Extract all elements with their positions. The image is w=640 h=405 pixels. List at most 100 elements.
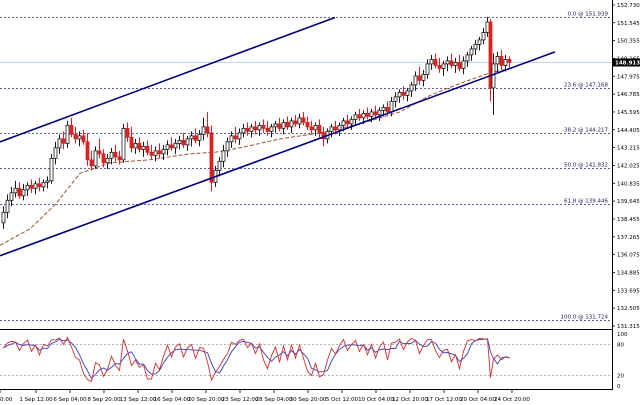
candle bbox=[97, 138, 102, 159]
candle bbox=[421, 69, 426, 87]
price-tick-label: 151.545 bbox=[617, 21, 640, 27]
candle-body bbox=[81, 135, 86, 143]
candle bbox=[161, 144, 166, 160]
candle bbox=[201, 117, 206, 141]
stochastic-signal-line bbox=[3, 338, 510, 379]
candle bbox=[109, 147, 114, 165]
candle-body bbox=[385, 106, 390, 113]
oscillator-pane-background bbox=[0, 331, 612, 389]
candle bbox=[225, 137, 230, 157]
candle bbox=[488, 18, 493, 102]
candle bbox=[17, 182, 22, 199]
candle bbox=[457, 54, 462, 72]
candle-body bbox=[229, 135, 234, 143]
candle bbox=[253, 120, 258, 135]
stochastic-tick-label: 0 bbox=[617, 384, 621, 390]
time-tick-label: 13 Sep 12:00 bbox=[120, 397, 157, 403]
candle-body bbox=[157, 150, 162, 155]
candle bbox=[89, 150, 94, 171]
candle bbox=[277, 117, 282, 132]
candle-body bbox=[145, 145, 150, 153]
time-tick-label: 24 Oct 20:00 bbox=[494, 397, 530, 403]
candle bbox=[177, 135, 182, 150]
candle bbox=[465, 51, 470, 67]
candle-body bbox=[481, 32, 486, 41]
candle-body bbox=[457, 62, 462, 69]
stochastic-main-line bbox=[3, 336, 510, 383]
candle-body bbox=[345, 120, 350, 125]
candle-body bbox=[341, 120, 346, 126]
candle-body bbox=[409, 84, 414, 92]
candle bbox=[413, 71, 418, 91]
candle-body bbox=[37, 183, 42, 188]
candle bbox=[81, 129, 86, 145]
candle bbox=[49, 153, 54, 184]
candle-body bbox=[429, 59, 434, 65]
main-pane-background bbox=[0, 0, 612, 328]
price-tick-label: 138.455 bbox=[617, 217, 640, 223]
candle bbox=[121, 123, 126, 163]
candle-body bbox=[317, 124, 322, 134]
candle-body bbox=[445, 60, 450, 65]
candle-body bbox=[125, 127, 130, 138]
candle bbox=[37, 177, 42, 192]
price-tick-label: 132.505 bbox=[617, 306, 640, 312]
candle-body bbox=[257, 124, 262, 131]
candle bbox=[165, 140, 170, 156]
candle-body bbox=[485, 21, 490, 33]
price-tick-label: 144.405 bbox=[617, 128, 640, 134]
time-tick-label: 16 Sep 04:00 bbox=[154, 397, 191, 403]
candle bbox=[113, 144, 118, 162]
time-tick-label: 23 Sep 12:00 bbox=[222, 397, 259, 403]
candle-body bbox=[93, 150, 98, 167]
channel-line-upper bbox=[0, 16, 336, 143]
candle bbox=[433, 53, 438, 69]
candle-body bbox=[17, 187, 22, 197]
candle-body bbox=[421, 74, 426, 81]
candle-body bbox=[121, 127, 126, 161]
candle-body bbox=[393, 96, 398, 102]
candle-body bbox=[425, 63, 430, 75]
candle bbox=[297, 113, 302, 129]
candle-body bbox=[241, 127, 246, 134]
candle-body bbox=[507, 59, 512, 63]
candle-body bbox=[477, 39, 482, 45]
candle-body bbox=[377, 109, 382, 116]
candle bbox=[137, 137, 142, 153]
candle-body bbox=[357, 114, 362, 119]
candle-body bbox=[209, 132, 214, 183]
candle-body bbox=[233, 135, 238, 140]
time-tick-label: 17 Oct 12:00 bbox=[426, 397, 462, 403]
candle-body bbox=[265, 127, 270, 132]
candle bbox=[101, 149, 106, 168]
candle bbox=[357, 108, 362, 121]
candle bbox=[9, 186, 14, 207]
candle bbox=[25, 182, 30, 196]
candle-body bbox=[105, 157, 110, 164]
candle-body bbox=[281, 121, 286, 129]
candle-body bbox=[453, 62, 458, 66]
candle-body bbox=[109, 151, 114, 159]
fib-level-label: 61.8 @ 139.446 bbox=[564, 199, 608, 205]
price-tick-label: 146.785 bbox=[617, 92, 640, 98]
candle-body bbox=[245, 127, 250, 132]
candle-body bbox=[205, 126, 210, 134]
candle bbox=[429, 54, 434, 70]
candle-body bbox=[129, 136, 134, 149]
price-tick-label: 145.595 bbox=[617, 110, 640, 116]
candle bbox=[437, 57, 442, 73]
stochastic-tick-label: 20 bbox=[617, 374, 624, 380]
candle bbox=[317, 119, 322, 138]
candle-body bbox=[101, 153, 106, 164]
candle-body bbox=[285, 121, 290, 128]
candle-body bbox=[141, 145, 146, 150]
candle bbox=[397, 89, 402, 103]
price-tick-label: 134.885 bbox=[617, 270, 640, 276]
candle bbox=[469, 45, 474, 61]
candle-body bbox=[153, 150, 158, 156]
candle bbox=[401, 86, 406, 100]
candle-body bbox=[49, 157, 54, 182]
stochastic-tick-label: 100 bbox=[617, 332, 628, 338]
fib-level-label: 38.2 @ 144.217 bbox=[564, 128, 608, 134]
